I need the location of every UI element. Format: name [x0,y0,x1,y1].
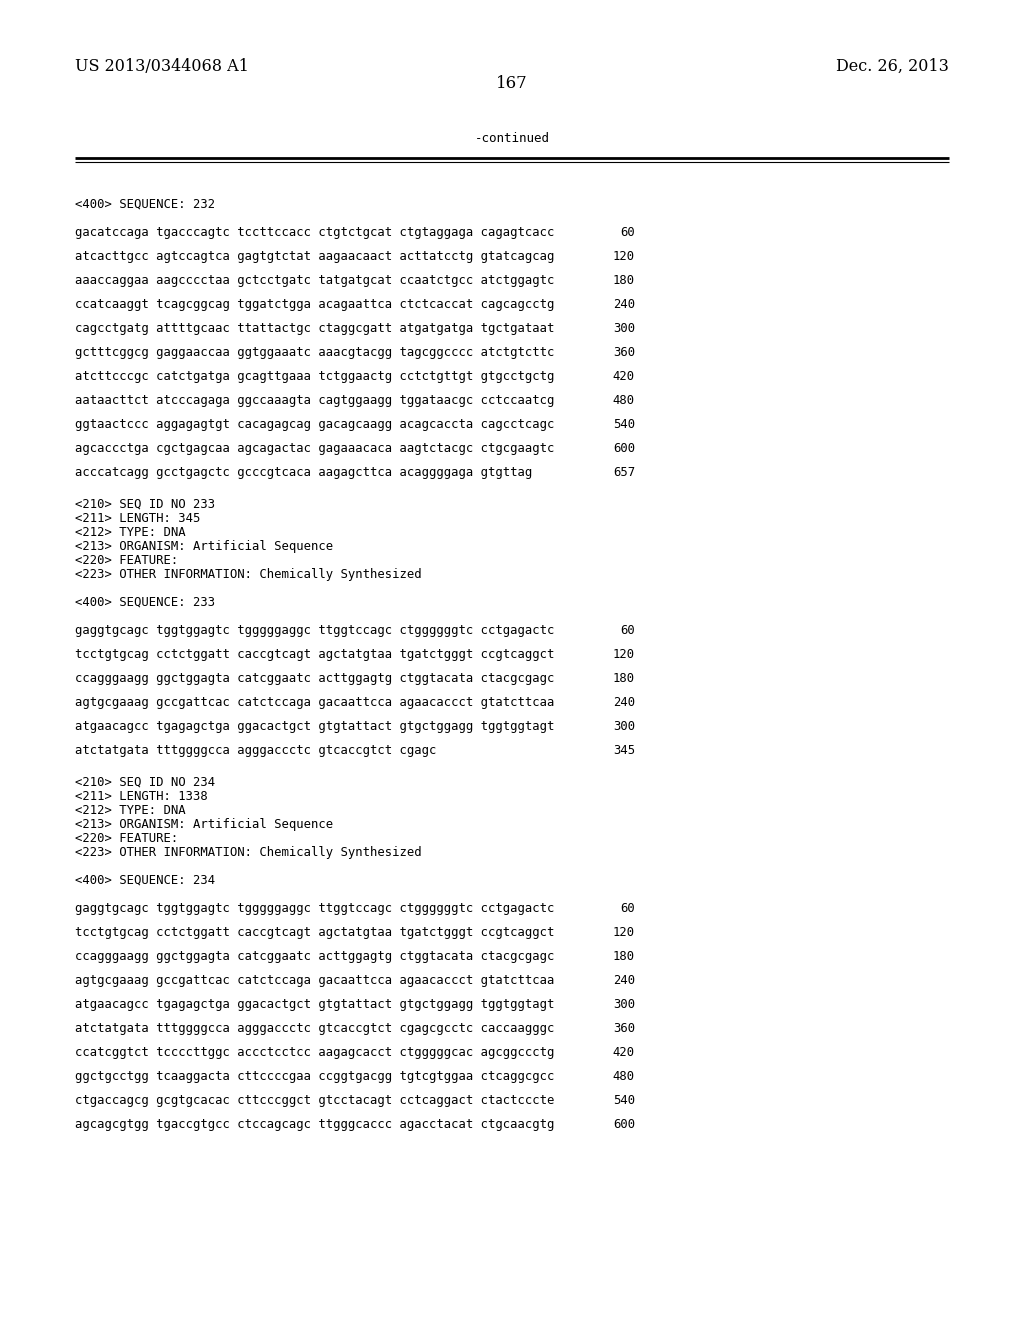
Text: 300: 300 [613,322,635,335]
Text: ccatcaaggt tcagcggcag tggatctgga acagaattca ctctcaccat cagcagcctg: ccatcaaggt tcagcggcag tggatctgga acagaat… [75,298,554,312]
Text: 360: 360 [613,346,635,359]
Text: gacatccaga tgacccagtc tccttccacc ctgtctgcat ctgtaggaga cagagtcacc: gacatccaga tgacccagtc tccttccacc ctgtctg… [75,226,554,239]
Text: agtgcgaaag gccgattcac catctccaga gacaattcca agaacaccct gtatcttcaa: agtgcgaaag gccgattcac catctccaga gacaatt… [75,696,554,709]
Text: 480: 480 [613,393,635,407]
Text: <211> LENGTH: 345: <211> LENGTH: 345 [75,512,201,525]
Text: 60: 60 [621,624,635,638]
Text: atgaacagcc tgagagctga ggacactgct gtgtattact gtgctggagg tggtggtagt: atgaacagcc tgagagctga ggacactgct gtgtatt… [75,998,554,1011]
Text: <212> TYPE: DNA: <212> TYPE: DNA [75,804,185,817]
Text: ctgaccagcg gcgtgcacac cttcccggct gtcctacagt cctcaggact ctactcccte: ctgaccagcg gcgtgcacac cttcccggct gtcctac… [75,1094,554,1107]
Text: 240: 240 [613,974,635,987]
Text: 345: 345 [613,744,635,756]
Text: 240: 240 [613,696,635,709]
Text: 600: 600 [613,442,635,455]
Text: <223> OTHER INFORMATION: Chemically Synthesized: <223> OTHER INFORMATION: Chemically Synt… [75,568,422,581]
Text: <400> SEQUENCE: 233: <400> SEQUENCE: 233 [75,597,215,609]
Text: <213> ORGANISM: Artificial Sequence: <213> ORGANISM: Artificial Sequence [75,818,333,832]
Text: US 2013/0344068 A1: US 2013/0344068 A1 [75,58,249,75]
Text: tcctgtgcag cctctggatt caccgtcagt agctatgtaa tgatctgggt ccgtcaggct: tcctgtgcag cctctggatt caccgtcagt agctatg… [75,927,554,939]
Text: <400> SEQUENCE: 232: <400> SEQUENCE: 232 [75,198,215,211]
Text: 120: 120 [613,249,635,263]
Text: 240: 240 [613,298,635,312]
Text: ggctgcctgg tcaaggacta cttccccgaa ccggtgacgg tgtcgtggaa ctcaggcgcc: ggctgcctgg tcaaggacta cttccccgaa ccggtga… [75,1071,554,1082]
Text: 540: 540 [613,1094,635,1107]
Text: <212> TYPE: DNA: <212> TYPE: DNA [75,525,185,539]
Text: 180: 180 [613,950,635,964]
Text: -continued: -continued [474,132,550,145]
Text: 420: 420 [613,1045,635,1059]
Text: <220> FEATURE:: <220> FEATURE: [75,554,178,568]
Text: gctttcggcg gaggaaccaa ggtggaaatc aaacgtacgg tagcggcccc atctgtcttc: gctttcggcg gaggaaccaa ggtggaaatc aaacgta… [75,346,554,359]
Text: atcttcccgc catctgatga gcagttgaaa tctggaactg cctctgttgt gtgcctgctg: atcttcccgc catctgatga gcagttgaaa tctggaa… [75,370,554,383]
Text: atcacttgcc agtccagtca gagtgtctat aagaacaact acttatcctg gtatcagcag: atcacttgcc agtccagtca gagtgtctat aagaaca… [75,249,554,263]
Text: ccatcggtct tccccttggc accctcctcc aagagcacct ctgggggcac agcggccctg: ccatcggtct tccccttggc accctcctcc aagagca… [75,1045,554,1059]
Text: Dec. 26, 2013: Dec. 26, 2013 [837,58,949,75]
Text: 167: 167 [496,75,528,92]
Text: ccagggaagg ggctggagta catcggaatc acttggagtg ctggtacata ctacgcgagc: ccagggaagg ggctggagta catcggaatc acttgga… [75,950,554,964]
Text: agcaccctga cgctgagcaa agcagactac gagaaacaca aagtctacgc ctgcgaagtc: agcaccctga cgctgagcaa agcagactac gagaaac… [75,442,554,455]
Text: 657: 657 [613,466,635,479]
Text: ggtaactccc aggagagtgt cacagagcag gacagcaagg acagcaccta cagcctcagc: ggtaactccc aggagagtgt cacagagcag gacagca… [75,418,554,432]
Text: 60: 60 [621,226,635,239]
Text: <213> ORGANISM: Artificial Sequence: <213> ORGANISM: Artificial Sequence [75,540,333,553]
Text: 480: 480 [613,1071,635,1082]
Text: atgaacagcc tgagagctga ggacactgct gtgtattact gtgctggagg tggtggtagt: atgaacagcc tgagagctga ggacactgct gtgtatt… [75,719,554,733]
Text: 300: 300 [613,998,635,1011]
Text: 600: 600 [613,1118,635,1131]
Text: aataacttct atcccagaga ggccaaagta cagtggaagg tggataacgc cctccaatcg: aataacttct atcccagaga ggccaaagta cagtgga… [75,393,554,407]
Text: <210> SEQ ID NO 233: <210> SEQ ID NO 233 [75,498,215,511]
Text: ccagggaagg ggctggagta catcggaatc acttggagtg ctggtacata ctacgcgagc: ccagggaagg ggctggagta catcggaatc acttgga… [75,672,554,685]
Text: 180: 180 [613,275,635,286]
Text: 540: 540 [613,418,635,432]
Text: <223> OTHER INFORMATION: Chemically Synthesized: <223> OTHER INFORMATION: Chemically Synt… [75,846,422,859]
Text: agtgcgaaag gccgattcac catctccaga gacaattcca agaacaccct gtatcttcaa: agtgcgaaag gccgattcac catctccaga gacaatt… [75,974,554,987]
Text: 300: 300 [613,719,635,733]
Text: 180: 180 [613,672,635,685]
Text: gaggtgcagc tggtggagtc tgggggaggc ttggtccagc ctggggggtc cctgagactc: gaggtgcagc tggtggagtc tgggggaggc ttggtcc… [75,624,554,638]
Text: 60: 60 [621,902,635,915]
Text: atctatgata tttggggcca agggaccctc gtcaccgtct cgagc: atctatgata tttggggcca agggaccctc gtcaccg… [75,744,436,756]
Text: <211> LENGTH: 1338: <211> LENGTH: 1338 [75,789,208,803]
Text: <400> SEQUENCE: 234: <400> SEQUENCE: 234 [75,874,215,887]
Text: cagcctgatg attttgcaac ttattactgc ctaggcgatt atgatgatga tgctgataat: cagcctgatg attttgcaac ttattactgc ctaggcg… [75,322,554,335]
Text: 360: 360 [613,1022,635,1035]
Text: tcctgtgcag cctctggatt caccgtcagt agctatgtaa tgatctgggt ccgtcaggct: tcctgtgcag cctctggatt caccgtcagt agctatg… [75,648,554,661]
Text: gaggtgcagc tggtggagtc tgggggaggc ttggtccagc ctggggggtc cctgagactc: gaggtgcagc tggtggagtc tgggggaggc ttggtcc… [75,902,554,915]
Text: aaaccaggaa aagcccctaa gctcctgatc tatgatgcat ccaatctgcc atctggagtc: aaaccaggaa aagcccctaa gctcctgatc tatgatg… [75,275,554,286]
Text: atctatgata tttggggcca agggaccctc gtcaccgtct cgagcgcctc caccaagggc: atctatgata tttggggcca agggaccctc gtcaccg… [75,1022,554,1035]
Text: <210> SEQ ID NO 234: <210> SEQ ID NO 234 [75,776,215,789]
Text: agcagcgtgg tgaccgtgcc ctccagcagc ttgggcaccc agacctacat ctgcaacgtg: agcagcgtgg tgaccgtgcc ctccagcagc ttgggca… [75,1118,554,1131]
Text: 420: 420 [613,370,635,383]
Text: 120: 120 [613,648,635,661]
Text: <220> FEATURE:: <220> FEATURE: [75,832,178,845]
Text: acccatcagg gcctgagctc gcccgtcaca aagagcttca acaggggaga gtgttag: acccatcagg gcctgagctc gcccgtcaca aagagct… [75,466,532,479]
Text: 120: 120 [613,927,635,939]
